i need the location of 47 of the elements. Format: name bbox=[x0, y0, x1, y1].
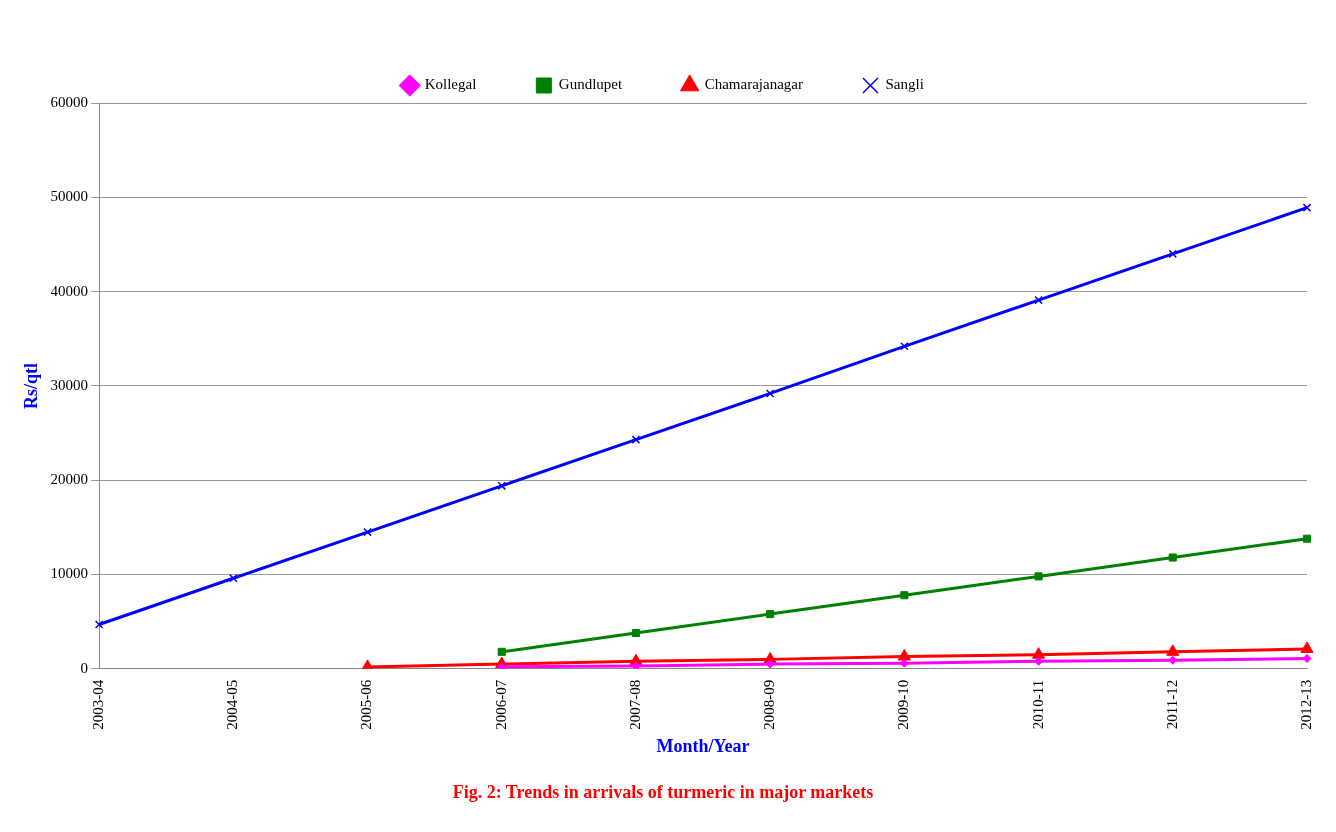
legend-label: Gundlupet bbox=[558, 76, 624, 93]
point bbox=[897, 649, 911, 661]
point bbox=[1166, 644, 1180, 656]
point bbox=[1168, 553, 1177, 562]
point bbox=[94, 620, 104, 629]
x-tick-label: 2010-11 bbox=[1029, 679, 1046, 730]
point bbox=[1032, 647, 1046, 659]
x-axis-title: Month/Year bbox=[656, 736, 750, 757]
point bbox=[1302, 203, 1312, 212]
point bbox=[631, 628, 640, 638]
point bbox=[1300, 641, 1314, 653]
x-tick-label: 2011-12 bbox=[1163, 679, 1180, 730]
point bbox=[497, 481, 507, 491]
x-tick-label: 2003-04 bbox=[90, 679, 107, 730]
point bbox=[497, 647, 506, 656]
legend-label: Kollegal bbox=[424, 76, 477, 93]
point bbox=[765, 389, 775, 398]
point bbox=[900, 591, 909, 600]
point bbox=[1168, 249, 1178, 259]
point bbox=[900, 342, 909, 351]
point bbox=[1302, 653, 1312, 663]
point bbox=[631, 435, 641, 444]
x-tick-label: 2007-08 bbox=[626, 679, 643, 730]
y-tick-label: 0 bbox=[80, 659, 89, 676]
legend-label: Chamarajanagar bbox=[704, 76, 803, 93]
y-axis-title: Rs/qtl bbox=[21, 362, 42, 409]
x-tick-label: 2012-13 bbox=[1297, 679, 1314, 730]
y-tick-label: 40000 bbox=[50, 282, 89, 299]
y-tick-label: 60000 bbox=[50, 93, 89, 110]
point bbox=[766, 610, 775, 619]
point bbox=[1034, 572, 1043, 581]
y-tick-label: 20000 bbox=[50, 471, 89, 488]
x-tick-label: 2008-09 bbox=[761, 679, 778, 730]
x-tick-label: 2005-06 bbox=[358, 679, 375, 730]
x-tick-label: 2004-05 bbox=[224, 679, 241, 730]
point bbox=[1034, 295, 1043, 305]
x-tick-label: 2006-07 bbox=[492, 679, 509, 730]
text: Fig. 2: Trends in arrivals of turmeric in major markets bbox=[452, 781, 874, 802]
point bbox=[363, 527, 372, 537]
point bbox=[1302, 534, 1312, 543]
legend-label: Sangli bbox=[885, 76, 924, 93]
point bbox=[1168, 655, 1178, 665]
y-tick-label: 10000 bbox=[50, 565, 89, 582]
y-tick-label: 50000 bbox=[50, 188, 89, 205]
point bbox=[229, 573, 238, 583]
x-tick-label: 2009-10 bbox=[895, 679, 912, 730]
y-tick-label: 30000 bbox=[50, 376, 89, 393]
